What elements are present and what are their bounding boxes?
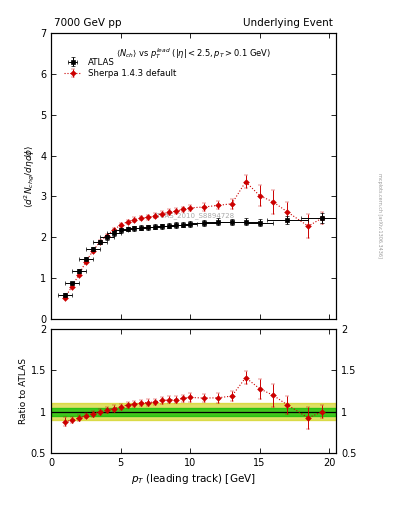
Y-axis label: $\langle d^2 N_{chg}/d\eta d\phi \rangle$: $\langle d^2 N_{chg}/d\eta d\phi \rangle…	[23, 144, 37, 208]
Text: mcplots.cern.ch [arXiv:1306.3436]: mcplots.cern.ch [arXiv:1306.3436]	[377, 173, 382, 258]
Text: 7000 GeV pp: 7000 GeV pp	[54, 17, 121, 28]
Y-axis label: Ratio to ATLAS: Ratio to ATLAS	[19, 358, 28, 424]
Text: ATLAS_2010_S8894728: ATLAS_2010_S8894728	[152, 212, 235, 219]
Text: Underlying Event: Underlying Event	[243, 17, 333, 28]
Legend: ATLAS, Sherpa 1.4.3 default: ATLAS, Sherpa 1.4.3 default	[64, 57, 176, 78]
X-axis label: $p_T$ (leading track) [GeV]: $p_T$ (leading track) [GeV]	[131, 472, 256, 486]
Bar	[51, 403, 336, 420]
Bar	[51, 408, 336, 416]
Text: $\langle N_{ch} \rangle$ vs $p_T^{lead}$ ($|\eta| < 2.5, p_T > 0.1$ GeV): $\langle N_{ch} \rangle$ vs $p_T^{lead}$…	[116, 46, 271, 61]
